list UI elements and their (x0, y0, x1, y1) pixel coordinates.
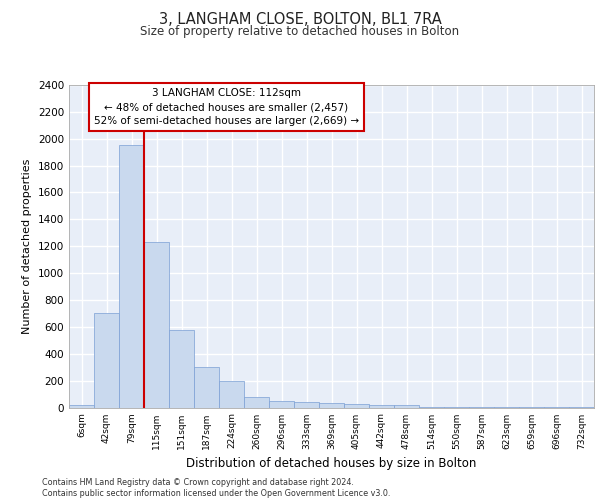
Bar (519, 407, 544, 408)
X-axis label: Distribution of detached houses by size in Bolton: Distribution of detached houses by size … (187, 457, 476, 470)
Bar (369, 405, 394, 407)
Bar (294, 402, 319, 407)
Bar (419, 407, 444, 408)
Bar (319, 403, 344, 407)
Text: Size of property relative to detached houses in Bolton: Size of property relative to detached ho… (140, 25, 460, 38)
Bar (69, 406, 94, 407)
Bar (544, 407, 569, 408)
Bar (569, 407, 594, 408)
Bar (344, 404, 369, 407)
Y-axis label: Number of detached properties: Number of detached properties (22, 158, 32, 334)
Bar (469, 407, 494, 408)
Bar (94, 314, 119, 408)
Bar (144, 242, 169, 408)
Text: Contains HM Land Registry data © Crown copyright and database right 2024.
Contai: Contains HM Land Registry data © Crown c… (42, 478, 391, 498)
Text: 3 LANGHAM CLOSE: 112sqm
← 48% of detached houses are smaller (2,457)
52% of semi: 3 LANGHAM CLOSE: 112sqm ← 48% of detache… (94, 88, 359, 126)
Text: 3, LANGHAM CLOSE, BOLTON, BL1 7RA: 3, LANGHAM CLOSE, BOLTON, BL1 7RA (158, 12, 442, 28)
Bar (169, 330, 194, 407)
Bar (219, 380, 244, 407)
Bar (244, 397, 269, 407)
Bar (269, 401, 294, 407)
Bar (444, 407, 469, 408)
Bar (119, 146, 144, 408)
Bar (394, 406, 419, 407)
Bar (494, 407, 519, 408)
Bar (194, 366, 219, 408)
